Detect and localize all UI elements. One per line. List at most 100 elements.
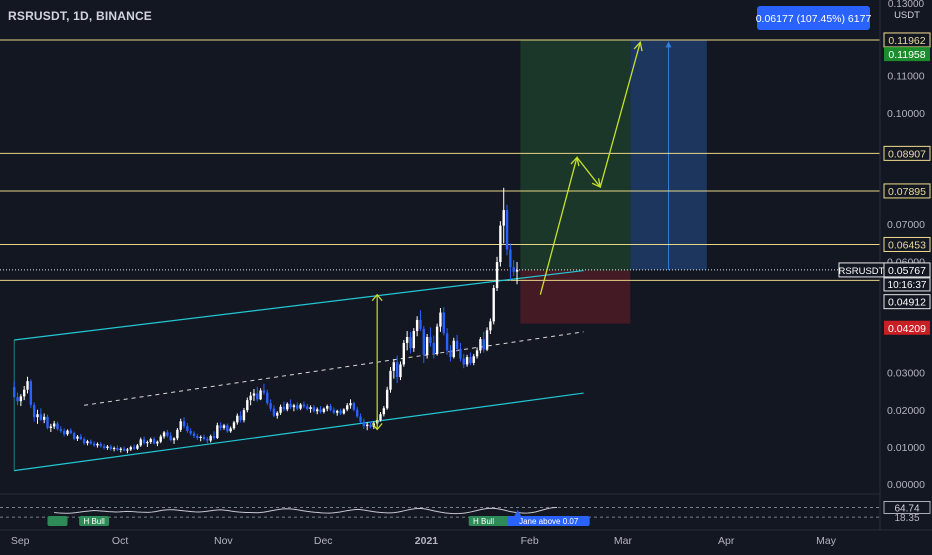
candle xyxy=(42,413,46,424)
candle-body xyxy=(229,428,232,432)
candle xyxy=(179,418,182,433)
candle xyxy=(449,345,452,362)
price-tick-label: 0.03000 xyxy=(887,368,925,380)
candle xyxy=(146,440,149,447)
candle-body xyxy=(252,393,256,396)
candle-body xyxy=(132,447,136,449)
candle xyxy=(405,331,409,351)
candle-body xyxy=(56,423,59,430)
indicator-value-bg xyxy=(883,501,931,514)
stop-price-label-bg xyxy=(884,320,930,335)
candle xyxy=(355,406,359,418)
candle xyxy=(226,423,229,433)
candle xyxy=(126,447,129,454)
horizontal-levels xyxy=(0,39,880,281)
candle xyxy=(72,431,76,441)
time-axis[interactable]: Sep Oct Nov Dec 2021 Feb Mar Apr May xyxy=(0,529,932,547)
candle xyxy=(186,423,189,433)
candle xyxy=(369,421,372,429)
candle xyxy=(149,437,152,444)
candle-body xyxy=(182,421,186,427)
currency-label: USDT xyxy=(894,10,920,21)
candle xyxy=(162,430,166,439)
candle-body xyxy=(139,439,142,446)
candle-body xyxy=(232,422,236,429)
candle-body xyxy=(512,267,515,272)
candle-body xyxy=(256,393,259,400)
channel-upper-line xyxy=(14,269,584,341)
candle-body xyxy=(162,432,166,437)
candle-body xyxy=(336,410,339,413)
time-tick-label: May xyxy=(816,535,837,547)
candle-body xyxy=(359,416,362,422)
candle-body xyxy=(266,392,269,404)
candle xyxy=(442,307,445,336)
candle xyxy=(329,403,332,412)
candle xyxy=(412,328,415,352)
entry-price-label-bg xyxy=(883,294,931,310)
indicator-value-upper: 64.74 xyxy=(894,503,919,514)
candle xyxy=(62,428,66,437)
current-price-text: 0.05767 xyxy=(888,265,926,277)
candle xyxy=(505,204,509,256)
candle xyxy=(299,403,302,411)
candle xyxy=(365,422,369,431)
candle xyxy=(139,437,142,447)
candle xyxy=(306,403,309,411)
candle xyxy=(109,444,112,451)
candle-body xyxy=(176,429,179,439)
candle xyxy=(32,402,36,422)
candle-body xyxy=(346,405,349,410)
candle-body xyxy=(189,430,192,434)
candle-body xyxy=(149,439,152,443)
candle xyxy=(106,445,109,450)
candle-body xyxy=(485,330,489,350)
candle xyxy=(342,408,346,415)
target-price-label-bg xyxy=(884,47,930,62)
candle xyxy=(279,404,282,415)
candle-body xyxy=(106,446,109,448)
candle xyxy=(382,406,386,417)
candle xyxy=(16,392,19,406)
candle xyxy=(289,399,292,410)
level-price-label-bg xyxy=(883,183,931,199)
price-tick-label: 0.02000 xyxy=(887,405,925,417)
candle xyxy=(415,316,419,337)
current-price-tag: RSRUSDT 0.05767 10:16:37 xyxy=(838,262,931,292)
candle xyxy=(262,383,266,395)
candle-body xyxy=(392,362,396,371)
candle xyxy=(66,429,69,436)
candle xyxy=(482,331,485,353)
candle xyxy=(435,323,439,356)
measure-arrow-head-top xyxy=(371,293,383,302)
indicator-pane: H Bull H Bull Jane above 0.07 xyxy=(0,493,880,526)
candle xyxy=(236,413,239,425)
candle-body xyxy=(69,430,73,434)
indicator-signal-label: H Bull xyxy=(473,517,495,526)
channel-mid-line xyxy=(84,331,584,406)
projection-arrow-segment xyxy=(599,42,641,188)
time-tick-label: 2021 xyxy=(415,535,439,547)
price-tick-label: 0.01000 xyxy=(887,442,925,454)
candle xyxy=(282,401,286,412)
candle-body xyxy=(202,436,206,440)
candle xyxy=(339,408,342,415)
candle xyxy=(122,446,126,452)
level-price-label-bg xyxy=(883,145,931,161)
candle-body xyxy=(32,404,36,418)
candle xyxy=(326,404,329,412)
price-tick-label: 0.07000 xyxy=(887,219,925,231)
candle xyxy=(199,435,202,442)
projection-arrow-segment xyxy=(539,157,578,295)
candle-body xyxy=(72,433,76,439)
candle xyxy=(206,436,209,444)
candle-body xyxy=(385,389,389,409)
candle xyxy=(169,432,172,442)
candle-body xyxy=(445,333,449,351)
candle xyxy=(352,401,356,412)
candle xyxy=(422,325,425,363)
candle-body xyxy=(239,415,242,421)
candle xyxy=(116,445,119,451)
